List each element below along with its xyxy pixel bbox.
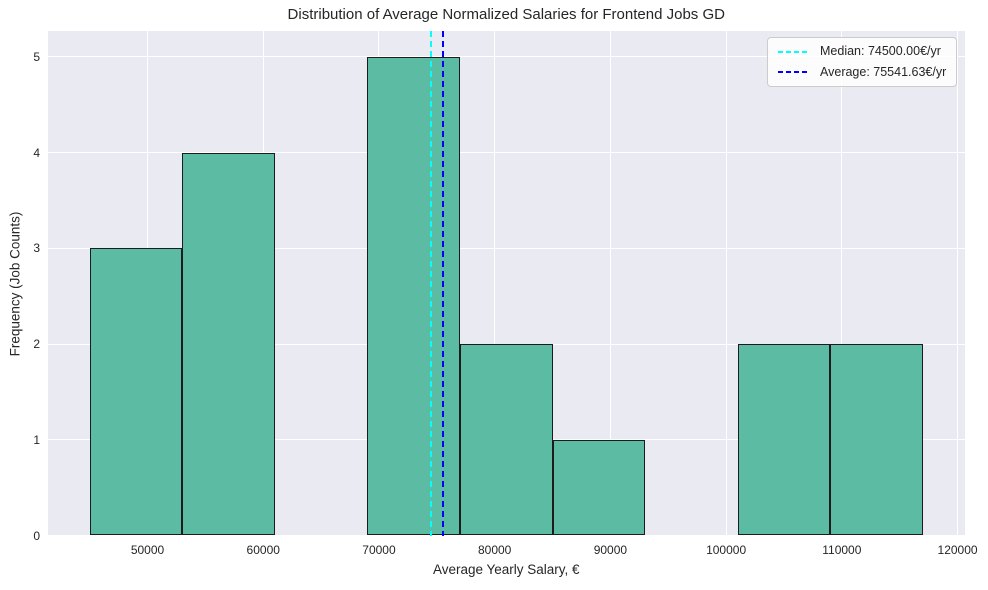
histogram-bar (830, 344, 923, 536)
x-axis-label: Average Yearly Salary, € (432, 562, 580, 577)
y-tick-label: 5 (33, 49, 40, 64)
legend-entry-average: Average: 75541.63€/yr (778, 65, 946, 81)
x-gridline (957, 31, 959, 536)
x-gridline (725, 31, 727, 536)
x-tick-label: 60000 (246, 542, 280, 557)
histogram-bar (459, 344, 553, 536)
median-line-swatch-icon (778, 50, 810, 53)
y-tick-label: 1 (33, 432, 40, 447)
legend: Median: 74500.00€/yr Average: 75541.63€/… (767, 37, 958, 88)
y-tick-label: 4 (33, 145, 40, 160)
histogram-bar (552, 439, 646, 536)
chart-title: Distribution of Average Normalized Salar… (287, 6, 725, 23)
x-tick-label: 70000 (362, 542, 396, 557)
x-tick-label: 50000 (130, 542, 165, 557)
y-gridline (48, 152, 965, 154)
average-line-swatch-icon (778, 71, 810, 74)
x-tick-label: 90000 (593, 542, 628, 557)
y-tick-label: 3 (33, 241, 40, 256)
y-tick-label: 2 (33, 337, 40, 352)
x-tick-label: 110000 (822, 542, 862, 557)
y-gridline (48, 247, 965, 249)
plot-area (48, 31, 965, 536)
x-tick-label: 100000 (706, 542, 747, 557)
x-gridline (494, 31, 496, 536)
histogram-bar (737, 344, 831, 536)
x-tick-label: 80000 (477, 542, 512, 557)
median-line (430, 31, 432, 536)
x-gridline (609, 31, 611, 536)
legend-label-median: Median: 74500.00€/yr (820, 44, 941, 58)
x-tick-label: 120000 (937, 542, 978, 557)
y-gridline (48, 56, 965, 58)
y-tick-label: 0 (33, 528, 40, 543)
legend-label-average: Average: 75541.63€/yr (820, 64, 947, 79)
histogram-bar (89, 248, 183, 536)
y-axis-label: Frequency (Job Counts) (7, 211, 23, 357)
x-gridline (841, 31, 843, 536)
histogram-bar (182, 152, 275, 536)
histogram-bar (367, 56, 460, 536)
average-line (442, 31, 444, 536)
legend-entry-median: Median: 74500.00€/yr (778, 44, 946, 60)
